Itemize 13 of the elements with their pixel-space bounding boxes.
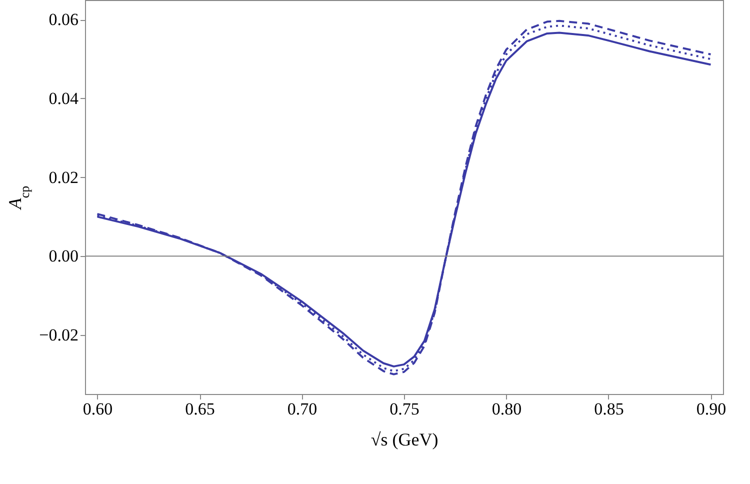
x-tick-label: 0.85 [594,400,624,418]
y-tick-label: 0.00 [48,246,78,266]
y-tick-label: 0.04 [48,89,79,108]
x-tick-label: 0.80 [492,400,522,418]
x-tick-label: 0.60 [82,400,113,418]
x-tick-label: 0.70 [287,400,318,418]
x-tick-label: 0.75 [390,400,420,418]
y-tick-label: 0.06 [48,10,78,30]
y-tick-label: −0.02 [39,325,78,344]
x-tick-label: 0.90 [696,400,726,418]
x-tick-label: 0.65 [185,400,215,418]
y-tick-label: 0.02 [48,168,78,187]
x-axis-title: √s (GeV) [370,430,438,450]
